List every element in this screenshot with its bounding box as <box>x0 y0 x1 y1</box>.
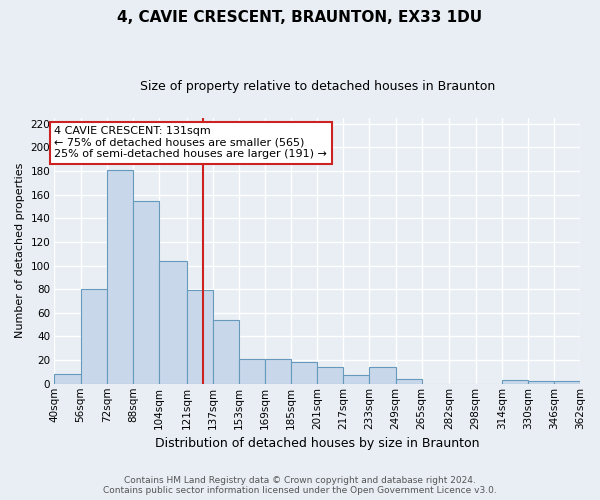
X-axis label: Distribution of detached houses by size in Braunton: Distribution of detached houses by size … <box>155 437 479 450</box>
Bar <box>55 374 80 384</box>
Bar <box>107 170 133 384</box>
Y-axis label: Number of detached properties: Number of detached properties <box>15 163 25 338</box>
Text: 4 CAVIE CRESCENT: 131sqm
← 75% of detached houses are smaller (565)
25% of semi-: 4 CAVIE CRESCENT: 131sqm ← 75% of detach… <box>55 126 328 160</box>
Bar <box>502 380 528 384</box>
Bar <box>370 367 395 384</box>
Text: Contains HM Land Registry data © Crown copyright and database right 2024.
Contai: Contains HM Land Registry data © Crown c… <box>103 476 497 495</box>
Bar <box>528 382 554 384</box>
Bar <box>343 376 370 384</box>
Text: 4, CAVIE CRESCENT, BRAUNTON, EX33 1DU: 4, CAVIE CRESCENT, BRAUNTON, EX33 1DU <box>118 10 482 25</box>
Bar <box>133 200 159 384</box>
Bar <box>80 289 107 384</box>
Bar <box>395 379 422 384</box>
Bar <box>554 382 580 384</box>
Bar <box>159 261 187 384</box>
Bar <box>239 359 265 384</box>
Bar <box>187 290 213 384</box>
Bar <box>213 320 239 384</box>
Bar <box>317 367 343 384</box>
Title: Size of property relative to detached houses in Braunton: Size of property relative to detached ho… <box>140 80 495 93</box>
Bar <box>265 359 291 384</box>
Bar <box>291 362 317 384</box>
